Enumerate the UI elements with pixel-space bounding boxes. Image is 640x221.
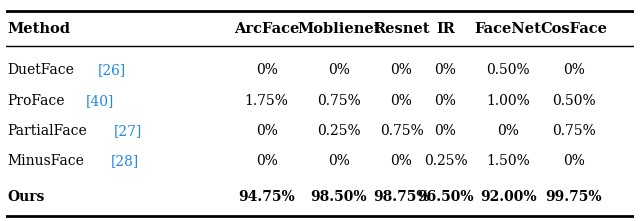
Text: 0%: 0% <box>256 124 278 138</box>
Text: 0.75%: 0.75% <box>317 94 361 108</box>
Text: ArcFace: ArcFace <box>234 22 300 36</box>
Text: 98.75%: 98.75% <box>373 190 430 204</box>
Text: FaceNet: FaceNet <box>475 22 541 36</box>
Text: [26]: [26] <box>98 63 126 77</box>
Text: 94.75%: 94.75% <box>238 190 295 204</box>
Text: 0%: 0% <box>328 154 349 168</box>
Text: ProFace: ProFace <box>8 94 65 108</box>
Text: PartialFace: PartialFace <box>8 124 88 138</box>
Text: 0%: 0% <box>390 94 412 108</box>
Text: DuetFace: DuetFace <box>8 63 74 77</box>
Text: 96.50%: 96.50% <box>417 190 474 204</box>
Text: 98.50%: 98.50% <box>310 190 367 204</box>
Text: 0%: 0% <box>563 154 585 168</box>
Text: 0.75%: 0.75% <box>380 124 424 138</box>
Text: [40]: [40] <box>86 94 115 108</box>
Text: MinusFace: MinusFace <box>8 154 84 168</box>
Text: 1.50%: 1.50% <box>486 154 530 168</box>
Text: 0%: 0% <box>563 63 585 77</box>
Text: 0%: 0% <box>497 124 519 138</box>
Text: 0%: 0% <box>390 154 412 168</box>
Text: 0%: 0% <box>256 154 278 168</box>
Text: 0.25%: 0.25% <box>317 124 360 138</box>
Text: 99.75%: 99.75% <box>546 190 602 204</box>
Text: 0%: 0% <box>390 63 412 77</box>
Text: 92.00%: 92.00% <box>480 190 536 204</box>
Text: 0%: 0% <box>435 94 456 108</box>
Text: Resnet: Resnet <box>373 22 430 36</box>
Text: 1.00%: 1.00% <box>486 94 530 108</box>
Text: Method: Method <box>8 22 70 36</box>
Text: CosFace: CosFace <box>541 22 607 36</box>
Text: Ours: Ours <box>8 190 45 204</box>
Text: 1.75%: 1.75% <box>244 94 289 108</box>
Text: Moblienet: Moblienet <box>297 22 381 36</box>
Text: 0.25%: 0.25% <box>424 154 467 168</box>
Text: [27]: [27] <box>114 124 143 138</box>
Text: 0%: 0% <box>256 63 278 77</box>
Text: 0%: 0% <box>435 124 456 138</box>
Text: 0%: 0% <box>328 63 349 77</box>
Text: 0.75%: 0.75% <box>552 124 596 138</box>
Text: IR: IR <box>436 22 455 36</box>
Text: 0%: 0% <box>435 63 456 77</box>
Text: 0.50%: 0.50% <box>552 94 596 108</box>
Text: [28]: [28] <box>110 154 139 168</box>
Text: 0.50%: 0.50% <box>486 63 530 77</box>
